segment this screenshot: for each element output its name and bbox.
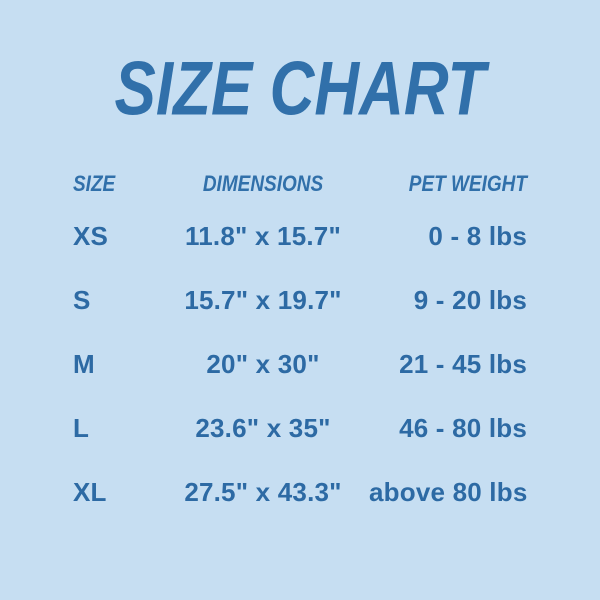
cell-size: S [73,284,91,315]
cell-size: L [73,412,90,443]
table-row-m: M 20" x 30" 21 - 45 lbs [73,332,527,396]
cell-size: M [73,348,95,379]
column-header-pet-weight: PET WEIGHT [408,172,527,197]
table-row-xs: XS 11.8" x 15.7" 0 - 8 lbs [73,204,527,268]
size-table: SIZE DIMENSIONS PET WEIGHT XS 11.8" x 15… [73,166,527,524]
cell-pet-weight: 0 - 8 lbs [428,220,527,251]
table-row-xl: XL 27.5" x 43.3" above 80 lbs [73,460,527,524]
cell-dimensions: 27.5" x 43.3" [184,476,342,507]
cell-dimensions: 23.6" x 35" [195,412,331,443]
table-row-s: S 15.7" x 19.7" 9 - 20 lbs [73,268,527,332]
column-header-dimensions: DIMENSIONS [202,172,324,197]
cell-size: XL [73,476,107,507]
cell-dimensions: 15.7" x 19.7" [184,284,342,315]
cell-pet-weight: 21 - 45 lbs [399,348,527,379]
column-header-size: SIZE [73,172,116,197]
cell-pet-weight: 9 - 20 lbs [413,284,527,315]
table-row-l: L 23.6" x 35" 46 - 80 lbs [73,396,527,460]
cell-dimensions: 11.8" x 15.7" [185,220,341,251]
cell-size: XS [73,220,109,251]
cell-pet-weight: above 80 lbs [369,476,528,507]
cell-dimensions: 20" x 30" [206,348,320,379]
page-title: SIZE CHART [114,47,486,132]
cell-pet-weight: 46 - 80 lbs [399,412,527,443]
table-header-row: SIZE DIMENSIONS PET WEIGHT [73,166,527,204]
